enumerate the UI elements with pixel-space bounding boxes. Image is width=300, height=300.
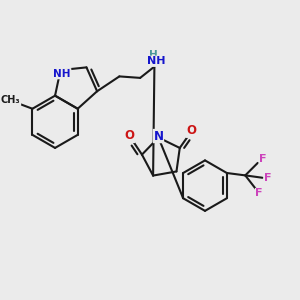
Text: F: F [264,173,272,183]
Text: N: N [153,130,164,142]
Text: O: O [124,129,134,142]
Text: F: F [256,188,263,199]
Text: H: H [148,50,157,60]
Text: O: O [186,124,196,137]
Text: NH: NH [53,69,71,79]
Text: CH₃: CH₃ [1,95,21,105]
Text: F: F [259,154,267,164]
Text: NH: NH [147,56,165,66]
